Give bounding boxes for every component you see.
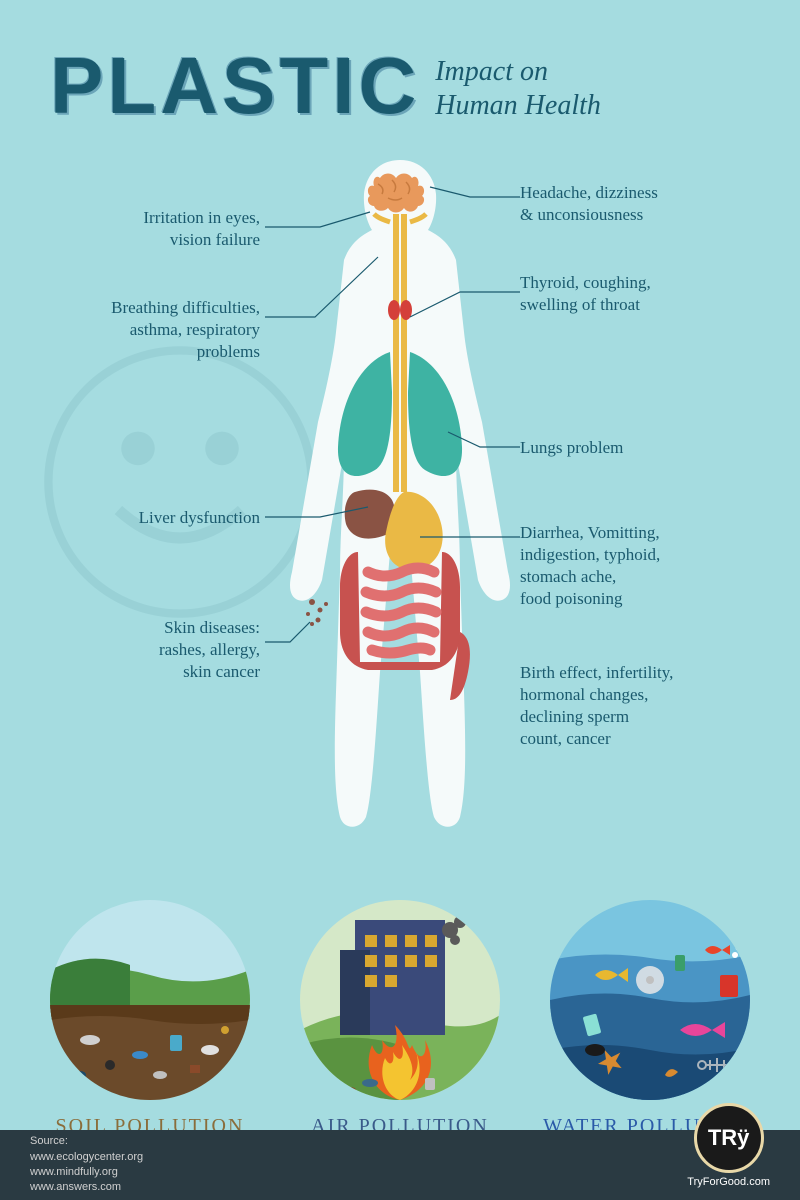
source-1: www.ecologycenter.org — [30, 1150, 143, 1165]
main-title: PLASTIC — [50, 40, 420, 132]
source-label: Source: — [30, 1134, 143, 1149]
logo-icon: TRÿ — [694, 1103, 764, 1173]
logo-area: TRÿ TryForGood.com — [687, 1103, 770, 1188]
logo-text: TRÿ — [708, 1125, 750, 1151]
body-diagram-area: Irritation in eyes, vision failure Breat… — [0, 142, 800, 882]
source-3: www.answers.com — [30, 1180, 143, 1195]
callout-thyroid: Thyroid, coughing, swelling of throat — [520, 272, 651, 316]
logo-url: TryForGood.com — [687, 1176, 770, 1188]
callout-liver: Liver dysfunction — [139, 507, 260, 529]
callout-reproductive: Birth effect, infertility, hormonal chan… — [520, 662, 673, 750]
pollution-row: SOIL POLLUTION — [0, 900, 800, 1138]
header: PLASTIC Impact on Human Health — [0, 0, 800, 142]
soil-pollution-icon — [50, 900, 250, 1100]
human-body-icon — [240, 152, 560, 832]
pollution-air: AIR POLLUTION — [280, 900, 520, 1138]
source-2: www.mindfully.org — [30, 1165, 143, 1180]
callout-skin: Skin diseases: rashes, allergy, skin can… — [159, 617, 260, 683]
callout-eyes: Irritation in eyes, vision failure — [143, 207, 260, 251]
callout-digestion: Diarrhea, Vomitting, indigestion, typhoi… — [520, 522, 660, 610]
infographic-container: PLASTIC Impact on Human Health — [0, 0, 800, 1200]
source-block: Source: www.ecologycenter.org www.mindfu… — [30, 1134, 143, 1196]
callout-breathing: Breathing difficulties, asthma, respirat… — [111, 297, 260, 363]
air-pollution-icon — [300, 900, 500, 1100]
callout-lungs: Lungs problem — [520, 437, 623, 459]
pollution-soil: SOIL POLLUTION — [30, 900, 270, 1138]
footer: Source: www.ecologycenter.org www.mindfu… — [0, 1130, 800, 1200]
callout-headache: Headache, dizziness & unconsiousness — [520, 182, 658, 226]
water-pollution-icon — [550, 900, 750, 1100]
subtitle: Impact on Human Health — [435, 40, 601, 122]
